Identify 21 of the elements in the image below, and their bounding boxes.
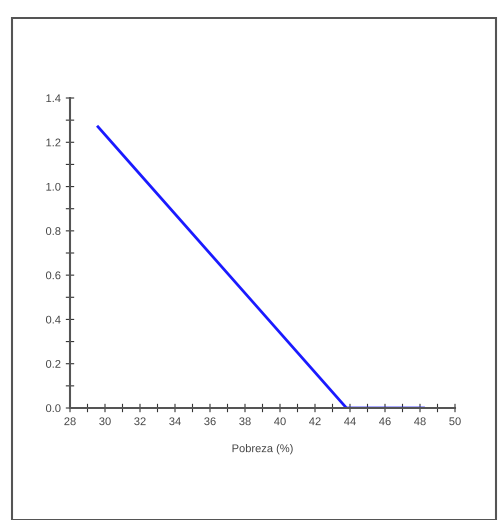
y-tick-label: 0.6 (46, 271, 60, 280)
x-tick-label: 34 (169, 417, 181, 426)
x-tick-label: 38 (239, 417, 251, 426)
x-tick-label: 28 (64, 417, 76, 426)
x-tick-label: 48 (414, 417, 426, 426)
x-axis-title: Pobreza (%) (232, 444, 293, 454)
x-tick-label: 30 (99, 417, 111, 426)
x-tick-label: 42 (309, 417, 321, 426)
y-tick-label: 1.0 (46, 182, 61, 191)
x-tick-label: 40 (274, 417, 286, 426)
y-tick-label: 1.2 (46, 138, 60, 146)
x-tick-label: 44 (344, 417, 356, 426)
y-tick-label: 1.4 (46, 94, 61, 102)
y-tick-label: 0.0 (46, 404, 61, 412)
x-tick-label: 32 (134, 417, 146, 426)
y-tick-label: 0.4 (46, 316, 61, 324)
x-tick-label: 50 (449, 417, 461, 426)
x-tick-label: 46 (379, 417, 391, 426)
x-tick-label: 36 (204, 417, 216, 426)
y-tick-label: 0.2 (46, 360, 60, 368)
y-tick-label: 0.8 (46, 227, 60, 235)
